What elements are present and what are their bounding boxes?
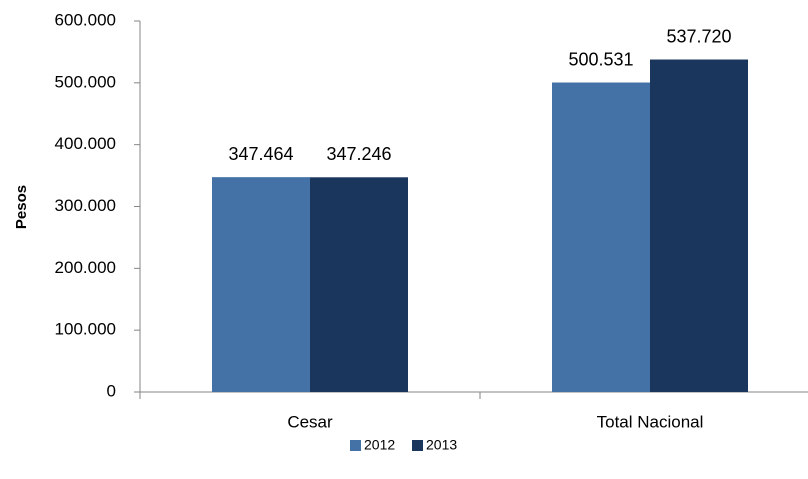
y-tick-label: 0 (107, 381, 116, 400)
legend-label: 2012 (364, 437, 395, 453)
legend-swatch (350, 440, 361, 451)
bar-value-label: 537.720 (666, 26, 731, 46)
bar-2012 (212, 177, 310, 392)
bar-2012 (552, 82, 650, 392)
y-axis-title: Pesos (13, 185, 30, 229)
y-tick-label: 500.000 (55, 72, 116, 91)
y-axis: 0 100.000 200.000 300.000 400.000 500.000 600.… (55, 10, 141, 400)
y-tick-label: 400.000 (55, 134, 116, 153)
y-tick-label: 600.000 (55, 10, 116, 29)
bar-value-label: 347.246 (326, 144, 391, 164)
x-category-label: Cesar (287, 412, 333, 431)
bar-value-label: 500.531 (568, 49, 633, 69)
x-axis: Cesar Total Nacional (139, 391, 808, 431)
x-category-label: Total Nacional (597, 412, 704, 431)
bar-value-label: 347.464 (228, 144, 293, 164)
legend-swatch (412, 440, 423, 451)
y-tick-label: 300.000 (55, 196, 116, 215)
legend-label: 2013 (426, 437, 457, 453)
y-tick-label: 100.000 (55, 320, 116, 339)
legend: 2012 2013 (350, 437, 457, 453)
data-labels: 347.464 347.246 500.531 537.720 (228, 26, 731, 164)
bars (212, 59, 748, 393)
bar-2013 (310, 177, 408, 392)
bar-2013 (650, 59, 748, 393)
y-tick-label: 200.000 (55, 258, 116, 277)
